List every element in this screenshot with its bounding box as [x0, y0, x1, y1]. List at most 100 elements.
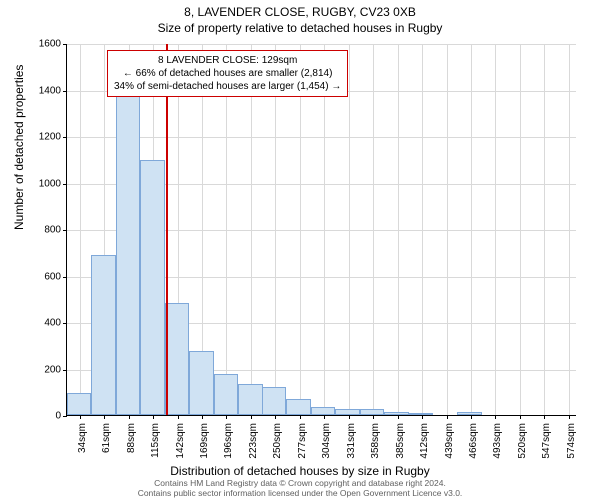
xtick-label: 304sqm	[321, 423, 332, 459]
gridline-v	[80, 44, 81, 415]
histogram-bar	[214, 374, 238, 415]
ytick-label: 200	[44, 364, 67, 375]
histogram-bar	[91, 255, 115, 415]
xtick-mark	[398, 415, 399, 419]
xtick-label: 466sqm	[468, 423, 479, 459]
histogram-bar	[311, 407, 335, 415]
xtick-label: 439sqm	[444, 423, 455, 459]
histogram-bar	[140, 160, 164, 415]
ytick-label: 400	[44, 318, 67, 329]
gridline-h	[67, 44, 576, 45]
ytick-label: 800	[44, 225, 67, 236]
xtick-label: 385sqm	[395, 423, 406, 459]
histogram-bar	[335, 409, 359, 415]
gridline-v	[544, 44, 545, 415]
gridline-v	[226, 44, 227, 415]
xtick-mark	[324, 415, 325, 419]
annotation-title: 8 LAVENDER CLOSE: 129sqm	[114, 54, 341, 67]
xtick-label: 61sqm	[101, 423, 112, 453]
reference-line	[166, 44, 168, 415]
xtick-label: 169sqm	[199, 423, 210, 459]
gridline-v	[349, 44, 350, 415]
gridline-v	[398, 44, 399, 415]
ytick-label: 0	[55, 411, 67, 422]
ytick-label: 1200	[39, 132, 67, 143]
xtick-mark	[226, 415, 227, 419]
xtick-mark	[520, 415, 521, 419]
annotation-box: 8 LAVENDER CLOSE: 129sqm← 66% of detache…	[107, 50, 348, 97]
xtick-label: 142sqm	[175, 423, 186, 459]
xtick-label: 331sqm	[346, 423, 357, 459]
xtick-mark	[129, 415, 130, 419]
xtick-mark	[104, 415, 105, 419]
gridline-v	[300, 44, 301, 415]
histogram-bar	[165, 303, 189, 415]
histogram-bar	[67, 393, 91, 415]
xtick-label: 574sqm	[566, 423, 577, 459]
xtick-label: 250sqm	[272, 423, 283, 459]
footnote-line-1: Contains HM Land Registry data © Crown c…	[0, 478, 600, 488]
plot-area: 0200400600800100012001400160034sqm61sqm8…	[66, 44, 576, 416]
xtick-mark	[569, 415, 570, 419]
gridline-v	[520, 44, 521, 415]
xtick-mark	[80, 415, 81, 419]
gridline-v	[447, 44, 448, 415]
gridline-v	[422, 44, 423, 415]
gridline-v	[471, 44, 472, 415]
xtick-mark	[544, 415, 545, 419]
gridline-v	[275, 44, 276, 415]
chart-frame: 8, LAVENDER CLOSE, RUGBY, CV23 0XB Size …	[0, 0, 600, 500]
xtick-label: 34sqm	[77, 423, 88, 453]
xtick-mark	[495, 415, 496, 419]
xtick-mark	[373, 415, 374, 419]
histogram-bar	[189, 351, 213, 415]
histogram-bar	[262, 387, 286, 415]
xtick-mark	[178, 415, 179, 419]
xtick-label: 115sqm	[150, 423, 161, 458]
histogram-bar	[384, 412, 408, 415]
xtick-mark	[447, 415, 448, 419]
gridline-v	[373, 44, 374, 415]
xtick-label: 520sqm	[517, 423, 528, 459]
ytick-label: 600	[44, 271, 67, 282]
xtick-label: 493sqm	[492, 423, 503, 459]
ytick-label: 1000	[39, 178, 67, 189]
histogram-bar	[238, 384, 262, 415]
xtick-mark	[202, 415, 203, 419]
title-block: 8, LAVENDER CLOSE, RUGBY, CV23 0XB Size …	[0, 0, 600, 36]
title-line-1: 8, LAVENDER CLOSE, RUGBY, CV23 0XB	[0, 4, 600, 20]
title-line-2: Size of property relative to detached ho…	[0, 20, 600, 36]
xtick-mark	[275, 415, 276, 419]
histogram-bar	[286, 399, 310, 415]
histogram-bar	[457, 412, 481, 415]
histogram-bar	[116, 83, 140, 415]
xtick-mark	[153, 415, 154, 419]
footnote: Contains HM Land Registry data © Crown c…	[0, 478, 600, 498]
ytick-label: 1400	[39, 85, 67, 96]
ytick-label: 1600	[39, 39, 67, 50]
xtick-mark	[349, 415, 350, 419]
xtick-label: 196sqm	[223, 423, 234, 459]
xtick-label: 358sqm	[370, 423, 381, 459]
xtick-label: 277sqm	[297, 423, 308, 459]
gridline-v	[569, 44, 570, 415]
y-axis-label: Number of detached properties	[12, 65, 26, 230]
xtick-label: 223sqm	[248, 423, 259, 459]
annotation-line-3: 34% of semi-detached houses are larger (…	[114, 80, 341, 93]
xtick-mark	[300, 415, 301, 419]
footnote-line-2: Contains public sector information licen…	[0, 488, 600, 498]
xtick-mark	[422, 415, 423, 419]
gridline-v	[324, 44, 325, 415]
gridline-v	[251, 44, 252, 415]
xtick-label: 412sqm	[419, 423, 430, 459]
xtick-mark	[251, 415, 252, 419]
x-axis-label: Distribution of detached houses by size …	[0, 464, 600, 478]
xtick-label: 547sqm	[541, 423, 552, 459]
xtick-label: 88sqm	[126, 423, 137, 453]
gridline-h	[67, 137, 576, 138]
gridline-v	[495, 44, 496, 415]
histogram-bar	[409, 413, 433, 415]
xtick-mark	[471, 415, 472, 419]
annotation-line-2: ← 66% of detached houses are smaller (2,…	[114, 67, 341, 80]
histogram-bar	[360, 409, 384, 415]
